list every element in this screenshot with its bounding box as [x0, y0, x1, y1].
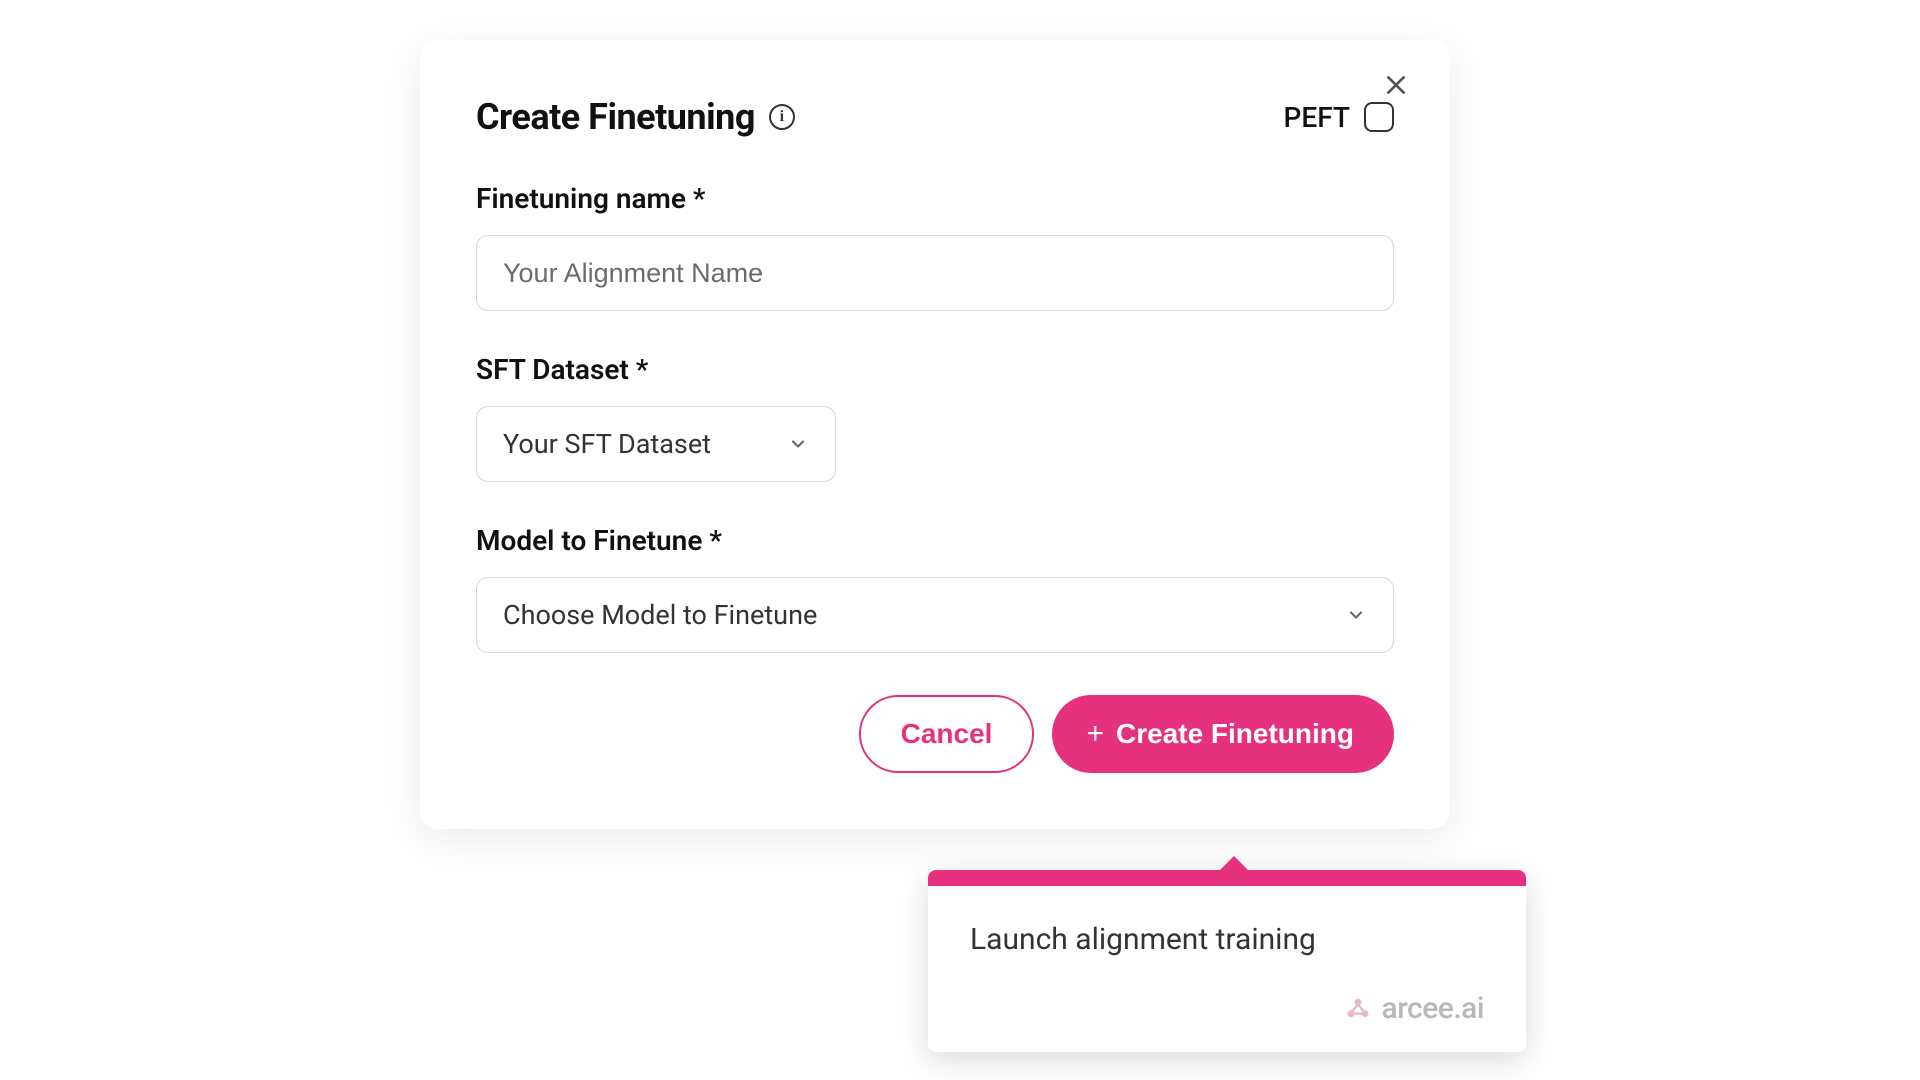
field-sft-dataset: SFT Dataset * Your SFT Dataset: [476, 353, 1394, 482]
finetuning-name-label: Finetuning name *: [476, 182, 1394, 215]
create-button-label: Create Finetuning: [1116, 718, 1354, 750]
model-select[interactable]: Choose Model to Finetune: [476, 577, 1394, 653]
chevron-down-icon: [1345, 604, 1367, 626]
modal-title: Create Finetuning: [476, 96, 755, 138]
sft-dataset-label: SFT Dataset *: [476, 353, 1394, 386]
peft-checkbox[interactable]: [1364, 102, 1394, 132]
cancel-button[interactable]: Cancel: [859, 695, 1035, 773]
plus-icon: +: [1086, 719, 1104, 749]
tooltip-arrow: [1218, 856, 1250, 872]
info-icon[interactable]: i: [769, 104, 795, 130]
close-icon: [1383, 72, 1409, 101]
header-right: PEFT: [1284, 101, 1394, 134]
tooltip-brand: arcee.ai: [970, 991, 1484, 1026]
title-group: Create Finetuning i: [476, 96, 795, 138]
create-finetuning-modal: Create Finetuning i PEFT Finetuning name…: [420, 40, 1450, 829]
modal-actions: Cancel + Create Finetuning: [476, 695, 1394, 773]
create-finetuning-button[interactable]: + Create Finetuning: [1052, 695, 1394, 773]
cancel-button-label: Cancel: [901, 718, 993, 750]
modal-header: Create Finetuning i PEFT: [476, 96, 1394, 138]
tooltip-accent-bar: [928, 870, 1526, 886]
field-finetuning-name: Finetuning name *: [476, 182, 1394, 311]
finetuning-name-input[interactable]: [476, 235, 1394, 311]
sft-dataset-select[interactable]: Your SFT Dataset: [476, 406, 836, 482]
tooltip-text: Launch alignment training: [970, 922, 1484, 957]
peft-label: PEFT: [1284, 101, 1350, 134]
chevron-down-icon: [787, 433, 809, 455]
tooltip-body: Launch alignment training arcee.ai: [928, 886, 1526, 1052]
model-value: Choose Model to Finetune: [503, 599, 817, 631]
model-label: Model to Finetune *: [476, 524, 1394, 557]
close-button[interactable]: [1378, 68, 1414, 104]
arcee-logo-icon: [1344, 995, 1372, 1023]
brand-text: arcee.ai: [1382, 991, 1484, 1026]
field-model: Model to Finetune * Choose Model to Fine…: [476, 524, 1394, 653]
tooltip: Launch alignment training arcee.ai: [928, 870, 1526, 1052]
peft-toggle-group: PEFT: [1284, 101, 1394, 134]
sft-dataset-value: Your SFT Dataset: [503, 428, 711, 460]
